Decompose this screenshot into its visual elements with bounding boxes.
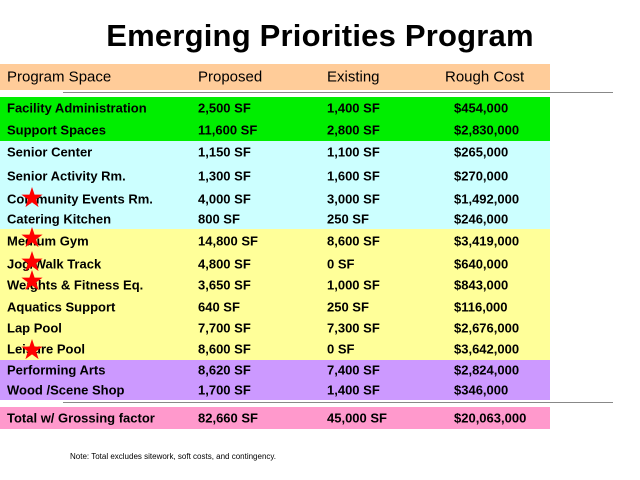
proposed-cell: 800 SF	[198, 211, 240, 227]
proposed-cell: 1,300 SF	[198, 168, 251, 183]
table-row: Aquatics Support 640 SF 250 SF $116,000	[0, 296, 550, 317]
table-row: Senior Activity Rm. 1,300 SF 1,600 SF $270,…	[0, 163, 550, 188]
rough-cost-cell: $270,000	[454, 168, 509, 183]
priority-star-icon	[21, 339, 43, 360]
existing-cell: 1,600 SF	[327, 168, 380, 183]
program-space-cell: Facility Administration	[7, 100, 147, 116]
priority-star-icon	[21, 270, 43, 291]
program-space-cell: Community Events Rm.	[7, 191, 153, 206]
priority-star-icon	[21, 227, 43, 248]
program-space-cell: Senior Activity Rm.	[7, 168, 126, 183]
existing-cell: 250 SF	[327, 299, 369, 314]
rough-cost-cell: $265,000	[454, 144, 509, 160]
total-cost: $20,063,000	[454, 410, 527, 426]
proposed-cell: 1,150 SF	[198, 144, 251, 160]
existing-cell: 1,400 SF	[327, 382, 380, 398]
rough-cost-cell: $346,000	[454, 382, 509, 398]
header-proposed: Proposed	[198, 68, 263, 86]
existing-cell: 1,400 SF	[327, 100, 380, 116]
program-space-cell: Support Spaces	[7, 122, 106, 138]
table-header-row: Program Space Proposed Existing Rough Co…	[0, 64, 550, 90]
existing-cell: 1,000 SF	[327, 277, 380, 293]
slide-title: Emerging Priorities Program	[106, 18, 534, 53]
rough-cost-cell: $3,642,000	[454, 341, 520, 357]
priority-star-icon	[21, 251, 43, 272]
header-separator	[63, 92, 613, 93]
rough-cost-cell: $454,000	[454, 100, 509, 116]
total-label: Total w/ Grossing factor	[7, 410, 155, 426]
existing-cell: 8,600 SF	[327, 233, 380, 249]
rough-cost-cell: $3,419,000	[454, 233, 520, 249]
table-row: Weights & Fitness Eq. 3,650 SF 1,000 SF $84…	[0, 274, 550, 296]
proposed-cell: 7,700 SF	[198, 320, 251, 335]
rough-cost-cell: $640,000	[454, 256, 509, 271]
proposed-cell: 2,500 SF	[198, 100, 251, 116]
program-space-cell: Medium Gym	[7, 233, 89, 249]
table-row: Facility Administration 2,500 SF 1,400 SF $…	[0, 97, 550, 119]
table-row: Catering Kitchen 800 SF 250 SF $246,000	[0, 209, 550, 229]
header-program-space: Program Space	[7, 68, 112, 86]
proposed-cell: 11,600 SF	[198, 122, 258, 138]
program-space-cell: Catering Kitchen	[7, 211, 112, 227]
program-space-cell: Lap Pool	[7, 320, 62, 335]
priority-star-icon	[21, 187, 43, 208]
rough-cost-cell: $116,000	[454, 299, 508, 314]
program-space-cell: Senior Center	[7, 144, 93, 160]
table-row: Lap Pool 7,700 SF 7,300 SF $2,676,000	[0, 317, 550, 338]
proposed-cell: 8,620 SF	[198, 362, 251, 378]
rough-cost-cell: $2,830,000	[454, 122, 520, 138]
program-space-cell: Weights & Fitness Eq.	[7, 277, 144, 293]
program-space-cell: Performing Arts	[7, 362, 106, 378]
table-row: Support Spaces 11,600 SF 2,800 SF $2,830,00…	[0, 119, 550, 141]
rough-cost-cell: $2,824,000	[454, 362, 520, 378]
proposed-cell: 3,650 SF	[198, 277, 251, 293]
proposed-cell: 8,600 SF	[198, 341, 251, 357]
existing-cell: 250 SF	[327, 211, 369, 227]
table-row: Community Events Rm. 4,000 SF 3,000 SF $1,4…	[0, 188, 550, 209]
footnote: Note: Total excludes sitework, soft cost…	[70, 452, 277, 461]
proposed-cell: 4,800 SF	[198, 256, 251, 271]
total-existing: 45,000 SF	[327, 410, 387, 426]
total-row: Total w/ Grossing factor 82,660 SF 45,00…	[0, 407, 550, 429]
table-row: Performing Arts 8,620 SF 7,400 SF $2,824,00…	[0, 360, 550, 380]
header-existing: Existing	[327, 68, 380, 86]
header-rough-cost: Rough Cost	[445, 68, 525, 86]
rough-cost-cell: $246,000	[454, 211, 509, 227]
existing-cell: 0 SF	[327, 256, 355, 271]
existing-cell: 2,800 SF	[327, 122, 380, 138]
proposed-cell: 4,000 SF	[198, 191, 251, 206]
existing-cell: 1,100 SF	[327, 144, 380, 160]
proposed-cell: 640 SF	[198, 299, 240, 314]
existing-cell: 0 SF	[327, 341, 355, 357]
table-row: Leisure Pool 8,600 SF 0 SF $3,642,000	[0, 338, 550, 360]
proposed-cell: 1,700 SF	[198, 382, 251, 398]
program-space-cell: Wood /Scene Shop	[7, 382, 125, 398]
existing-cell: 7,400 SF	[327, 362, 380, 378]
proposed-cell: 14,800 SF	[198, 233, 258, 249]
total-separator	[63, 402, 613, 403]
existing-cell: 7,300 SF	[327, 320, 380, 335]
total-proposed: 82,660 SF	[198, 410, 258, 426]
rough-cost-cell: $2,676,000	[454, 320, 520, 335]
program-space-cell: Leisure Pool	[7, 341, 86, 357]
existing-cell: 3,000 SF	[327, 191, 380, 206]
table-row: Jog/Walk Track 4,800 SF 0 SF $640,000	[0, 253, 550, 274]
rough-cost-cell: $843,000	[454, 277, 509, 293]
table-row: Medium Gym 14,800 SF 8,600 SF $3,419,000	[0, 229, 550, 253]
table-row: Senior Center 1,150 SF 1,100 SF $265,000	[0, 141, 550, 163]
program-space-cell: Aquatics Support	[7, 299, 116, 314]
table-row: Wood /Scene Shop 1,700 SF 1,400 SF $346,000	[0, 380, 550, 400]
rough-cost-cell: $1,492,000	[454, 191, 520, 206]
